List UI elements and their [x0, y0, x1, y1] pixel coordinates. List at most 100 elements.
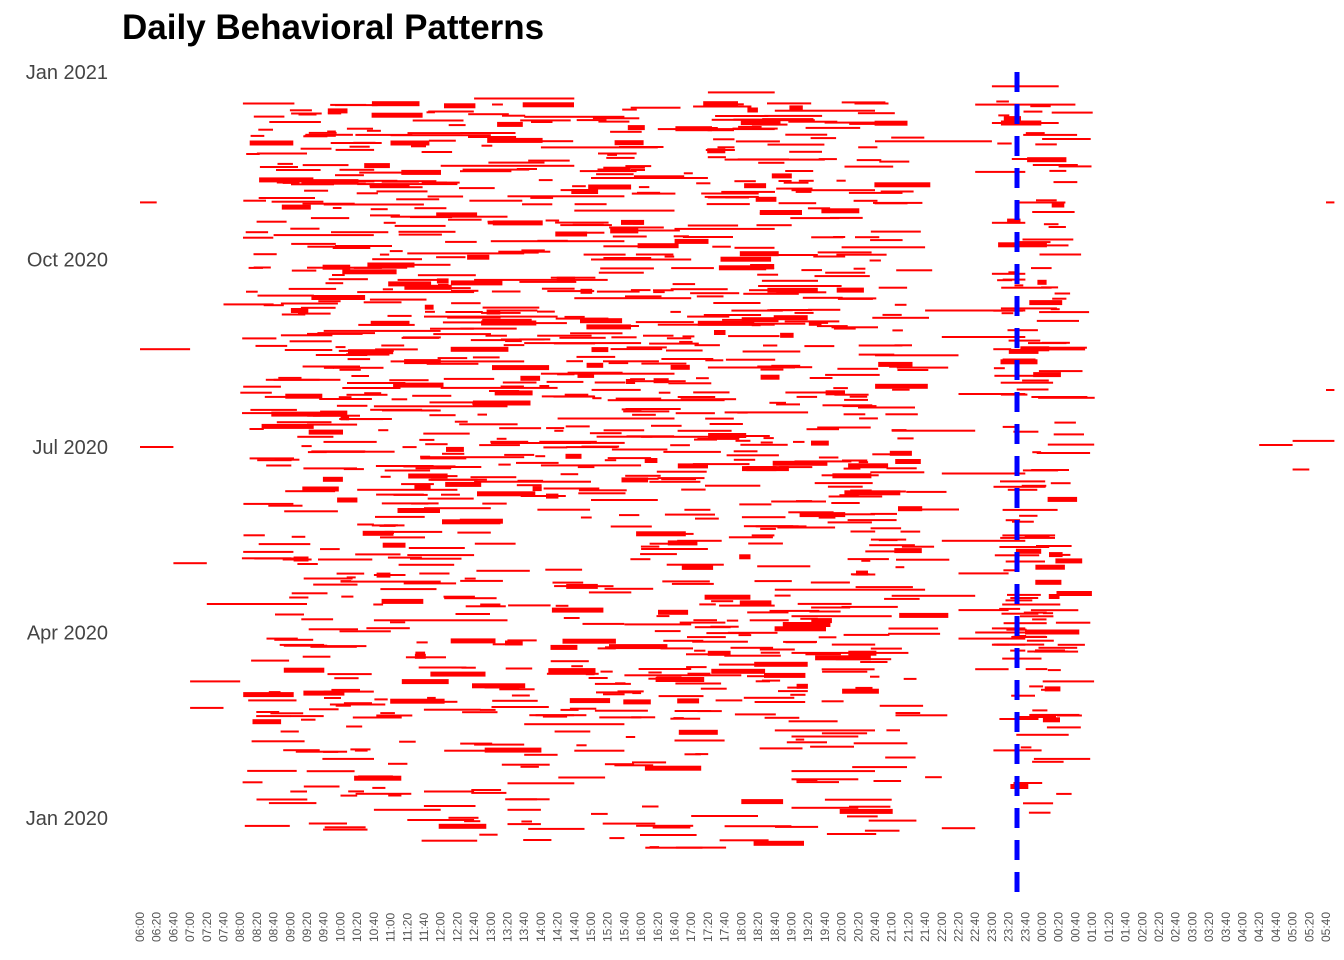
activity-segment — [847, 815, 878, 818]
activity-segment — [1003, 116, 1021, 122]
activity-bar — [323, 203, 424, 206]
x-tick-label: 22:20 — [952, 912, 966, 942]
activity-segment — [482, 306, 540, 309]
activity-segment — [532, 486, 542, 492]
activity-segment — [410, 557, 462, 560]
chart-title: Daily Behavioral Patterns — [122, 8, 545, 47]
activity-segment — [375, 515, 425, 518]
activity-segment — [428, 478, 478, 481]
activity-segment — [763, 344, 778, 347]
activity-segment — [677, 698, 700, 704]
activity-segment — [577, 372, 595, 378]
activity-segment — [663, 450, 721, 453]
activity-segment — [734, 713, 776, 716]
activity-segment — [718, 265, 767, 271]
activity-segment — [597, 168, 631, 171]
activity-segment — [836, 179, 846, 182]
activity-segment — [427, 497, 474, 500]
activity-segment — [760, 651, 780, 654]
activity-segment — [725, 196, 749, 199]
activity-segment — [497, 121, 523, 127]
activity-segment — [450, 346, 509, 352]
activity-segment — [429, 414, 456, 417]
activity-segment — [308, 822, 347, 825]
activity-segment — [783, 181, 809, 184]
activity-segment — [450, 280, 503, 286]
activity-segment — [355, 133, 413, 136]
activity-bar — [190, 680, 241, 683]
activity-segment — [482, 318, 532, 321]
activity-segment — [401, 483, 434, 486]
activity-segment — [690, 292, 740, 295]
activity-segment — [552, 581, 584, 584]
activity-segment — [760, 374, 780, 380]
activity-segment — [303, 690, 345, 696]
activity-segment — [504, 453, 535, 456]
activity-segment — [313, 297, 355, 300]
activity-segment — [808, 320, 822, 326]
activity-segment — [796, 683, 808, 689]
activity-segment — [759, 648, 795, 651]
activity-segment — [441, 493, 460, 496]
activity-segment — [895, 459, 921, 464]
activity-segment — [366, 627, 410, 630]
activity-segment — [623, 410, 670, 413]
activity-segment — [324, 697, 341, 699]
activity-segment — [596, 173, 634, 176]
activity-segment — [243, 550, 294, 553]
activity-segment — [1049, 552, 1063, 558]
activity-segment — [280, 334, 333, 337]
activity-segment — [319, 398, 372, 400]
activity-segment — [633, 175, 685, 178]
activity-segment — [423, 708, 481, 711]
activity-segment — [301, 618, 334, 621]
activity-bar — [540, 464, 642, 467]
activity-segment — [1015, 548, 1042, 554]
activity-segment — [1010, 597, 1039, 599]
activity-segment — [1008, 271, 1019, 274]
activity-segment — [1011, 694, 1035, 697]
activity-segment — [256, 798, 308, 801]
activity-segment — [1001, 612, 1039, 615]
activity-bar — [724, 825, 792, 828]
activity-segment — [309, 708, 339, 711]
activity-segment — [508, 604, 551, 607]
activity-segment — [996, 100, 1009, 103]
activity-segment — [1053, 181, 1078, 184]
activity-segment — [630, 229, 680, 232]
activity-segment — [255, 344, 288, 347]
activity-segment — [809, 377, 833, 379]
activity-segment — [807, 207, 831, 210]
activity-segment — [713, 302, 761, 304]
activity-segment — [438, 823, 487, 829]
activity-segment — [481, 144, 493, 147]
activity-segment — [875, 383, 928, 389]
activity-segment — [821, 208, 860, 214]
activity-segment — [564, 315, 585, 318]
activity-segment — [662, 580, 710, 583]
activity-bar — [340, 794, 358, 797]
activity-segment — [610, 228, 639, 234]
activity-segment — [774, 594, 791, 597]
activity-segment — [591, 388, 641, 391]
activity-segment — [858, 146, 878, 149]
activity-segment — [562, 638, 616, 644]
activity-segment — [993, 643, 1045, 646]
activity-segment — [271, 200, 324, 203]
activity-segment — [303, 467, 357, 470]
activity-segment — [1042, 138, 1091, 140]
x-tick-label: 10:40 — [367, 912, 381, 942]
activity-segment — [600, 670, 613, 673]
activity-segment — [284, 349, 333, 351]
activity-segment — [1000, 393, 1028, 396]
activity-segment — [856, 570, 868, 576]
activity-segment — [882, 313, 902, 316]
activity-segment — [833, 387, 848, 390]
activity-bar — [824, 798, 892, 801]
activity-segment — [684, 508, 711, 511]
activity-segment — [818, 636, 837, 639]
activity-segment — [347, 358, 371, 361]
activity-segment — [1011, 158, 1056, 160]
activity-segment — [332, 247, 371, 249]
activity-segment — [1002, 278, 1026, 281]
